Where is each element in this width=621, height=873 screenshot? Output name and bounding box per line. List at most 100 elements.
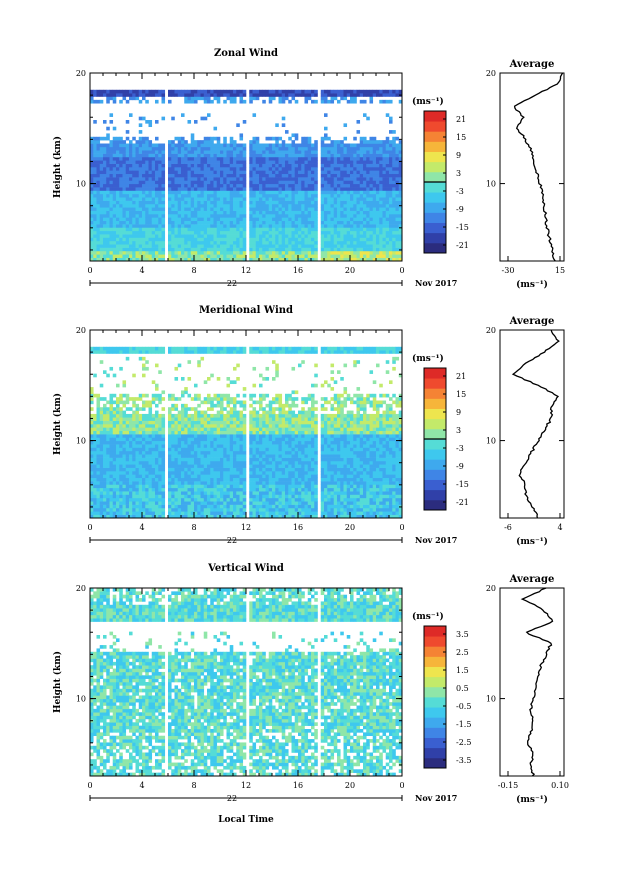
heatmap-cell	[333, 96, 338, 101]
heatmap-cell	[197, 244, 201, 248]
heatmap-cell	[122, 200, 127, 205]
heatmap-cell	[379, 183, 383, 188]
heatmap-cell	[366, 140, 370, 144]
heatmap-cell	[265, 136, 270, 141]
heatmap-cell	[96, 190, 101, 195]
heatmap-cell	[125, 407, 130, 411]
heatmap-cell	[181, 346, 185, 351]
heatmap-cell	[398, 156, 403, 161]
heatmap-cell	[311, 156, 315, 161]
heatmap-cell	[395, 217, 400, 222]
heatmap-cell	[158, 89, 162, 94]
heatmap-cell	[379, 140, 383, 144]
heatmap-cell	[132, 210, 136, 215]
heatmap-cell	[145, 136, 149, 141]
heatmap-cell	[298, 173, 302, 178]
heatmap-cell	[99, 183, 104, 188]
heatmap-cell	[233, 163, 237, 168]
heatmap-cell	[291, 210, 296, 215]
heatmap-cell	[96, 507, 101, 512]
heatmap-cell	[268, 146, 273, 151]
heatmap-cell	[151, 427, 156, 432]
heatmap-cell	[93, 413, 97, 418]
heatmap-cell	[392, 146, 396, 151]
heatmap-cell	[356, 240, 361, 245]
heatmap-cell	[220, 250, 224, 255]
heatmap-cell	[125, 240, 130, 245]
heatmap-cell	[288, 254, 292, 258]
heatmap-cell	[285, 190, 289, 195]
heatmap-cell	[337, 153, 341, 158]
heatmap-cell	[233, 167, 237, 171]
heatmap-cell	[275, 224, 279, 228]
heatmap-cell	[158, 417, 162, 421]
heatmap-cell	[129, 224, 133, 228]
heatmap-cell	[207, 234, 211, 238]
heatmap-cell	[294, 257, 299, 262]
heatmap-cell	[372, 177, 377, 181]
heatmap-cell	[122, 417, 127, 421]
heatmap-cell	[161, 464, 166, 468]
heatmap-cell	[138, 464, 143, 468]
heatmap-cell	[372, 217, 377, 222]
heatmap-cell	[109, 504, 114, 509]
heatmap-cell	[174, 487, 179, 492]
heatmap-cell	[285, 187, 289, 191]
heatmap-cell	[226, 210, 231, 215]
panel-title: Zonal Wind	[214, 48, 278, 59]
heatmap-cell	[174, 220, 179, 225]
heatmap-cell	[187, 511, 192, 515]
heatmap-cell	[145, 420, 149, 425]
heatmap-cell	[119, 511, 123, 515]
heatmap-cell	[125, 177, 130, 181]
heatmap-cell	[262, 247, 266, 252]
heatmap-cell	[93, 474, 97, 479]
heatmap-cell	[333, 183, 338, 188]
heatmap-cell	[125, 417, 130, 421]
heatmap-cell	[190, 146, 195, 151]
heatmap-cell	[135, 234, 140, 238]
heatmap-cell	[187, 444, 192, 448]
heatmap-cell	[112, 197, 117, 201]
heatmap-cell	[229, 250, 234, 255]
heatmap-cell	[125, 220, 130, 225]
heatmap-cell	[259, 234, 263, 238]
heatmap-cell	[307, 234, 312, 238]
heatmap-cell	[210, 183, 214, 188]
colorbar-swatch	[424, 212, 446, 223]
heatmap-cell	[291, 140, 296, 144]
heatmap-cell	[369, 254, 374, 258]
heatmap-cell	[99, 410, 104, 415]
heatmap-cell	[138, 413, 143, 418]
heatmap-cell	[291, 250, 296, 255]
heatmap-cell	[220, 244, 224, 248]
heatmap-cell	[223, 173, 227, 178]
heatmap-cell	[187, 254, 192, 258]
heatmap-cell	[298, 210, 302, 215]
heatmap-cell	[275, 234, 279, 238]
heatmap-cell	[376, 257, 380, 262]
heatmap-cell	[233, 89, 237, 94]
heatmap-cell	[330, 150, 335, 154]
heatmap-cell	[109, 230, 114, 235]
heatmap-cell	[340, 214, 344, 218]
heatmap-cell	[103, 203, 107, 208]
heatmap-cell	[337, 193, 341, 198]
heatmap-cell	[90, 207, 94, 211]
heatmap-cell	[229, 220, 234, 225]
heatmap-cell	[343, 237, 348, 242]
heatmap-cell	[252, 197, 257, 201]
heatmap-cell	[242, 89, 247, 94]
heatmap-cell	[135, 504, 140, 509]
heatmap-cell	[229, 217, 234, 222]
heatmap-cell	[359, 153, 364, 158]
heatmap-cell	[197, 180, 201, 185]
heatmap-cell	[265, 93, 270, 97]
heatmap-cell	[376, 183, 380, 188]
heatmap-cell	[379, 234, 383, 238]
heatmap-cell	[236, 203, 240, 208]
heatmap-cell	[359, 143, 364, 148]
heatmap-cell	[330, 173, 335, 178]
heatmap-cell	[285, 160, 289, 164]
heatmap-cell	[252, 96, 257, 101]
